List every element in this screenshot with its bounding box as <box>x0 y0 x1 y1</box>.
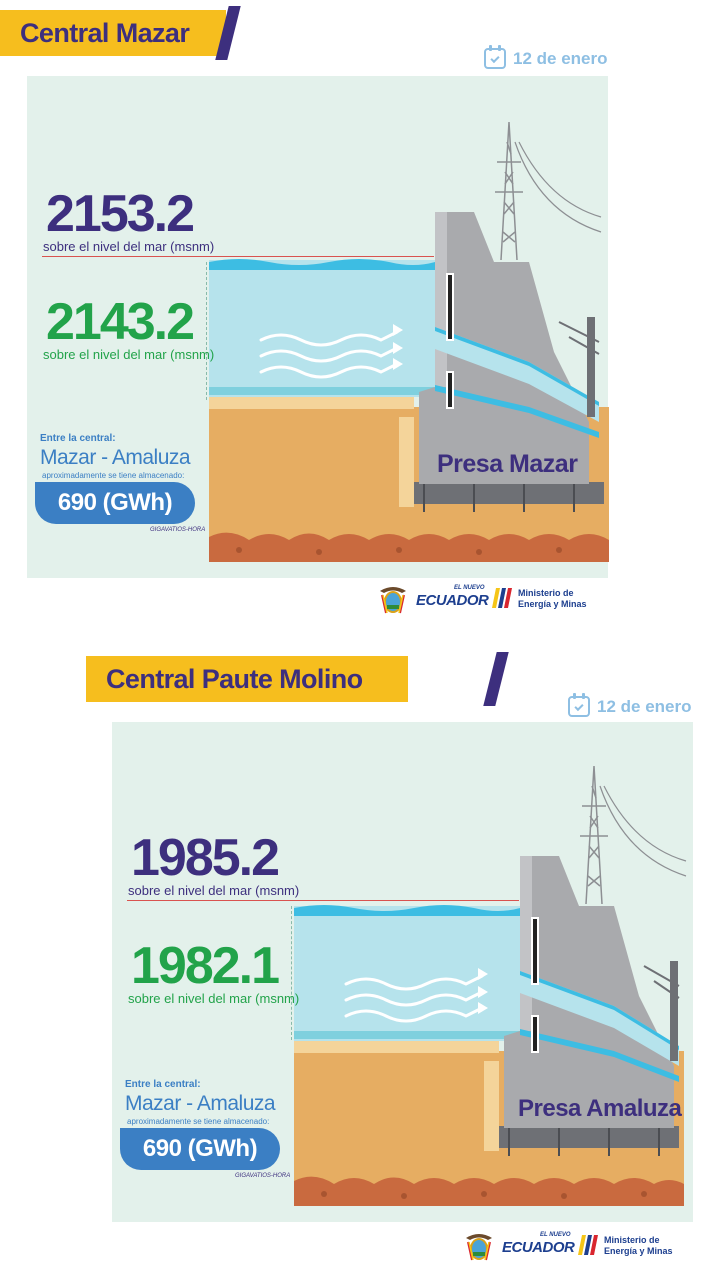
government-logo: EL NUEVO ECUADOR Ministerio de Energía y… <box>464 1230 684 1262</box>
lower-level-caption: sobre el nivel del mar (msnm) <box>128 991 300 1006</box>
reference-line <box>42 256 434 257</box>
section-central-paute-molino: Central Paute Molino 12 de enero <box>0 640 720 1280</box>
upper-level-caption: sobre el nivel del mar (msnm) <box>128 883 300 898</box>
storage-unit: GIGAVATIOS-HORA <box>150 527 206 533</box>
wordmark-name: ECUADOR <box>502 1239 575 1256</box>
lower-level-caption: sobre el nivel del mar (msnm) <box>43 347 215 362</box>
banner-accent <box>215 6 241 60</box>
title-banner: Central Mazar <box>0 6 241 60</box>
transmission-tower-icon <box>580 766 608 905</box>
storage-subtitle: aproximadamente se tiene almacenado: <box>127 1117 270 1126</box>
storage-name: Mazar - Amaluza <box>40 446 191 469</box>
dam-illustration: Presa Mazar <box>209 122 609 562</box>
level-range-marker <box>206 262 207 400</box>
dam-name: Presa Amaluza <box>518 1095 683 1122</box>
section-central-mazar: Central Mazar 12 de enero <box>0 6 609 615</box>
date-text: 12 de enero <box>513 48 608 68</box>
storage-label: Entre la central: <box>40 433 116 444</box>
storage-subtitle: aproximadamente se tiene almacenado: <box>42 471 185 480</box>
date-label: 12 de enero <box>568 693 692 717</box>
wordmark-small: EL NUEVO <box>454 585 485 591</box>
wordmark-small: EL NUEVO <box>540 1232 571 1238</box>
flag-stripes-icon <box>492 588 512 608</box>
wordmark-name: ECUADOR <box>416 592 489 609</box>
coat-of-arms-icon <box>380 587 406 614</box>
ecuador-wordmark: EL NUEVO ECUADOR <box>502 1231 598 1261</box>
level-range-marker <box>291 906 292 1040</box>
date-label: 12 de enero <box>484 45 608 69</box>
section-title: Central Paute Molino <box>106 663 363 694</box>
storage-unit: GIGAVATIOS-HORA <box>235 1173 291 1179</box>
flag-stripes-icon <box>578 1235 598 1255</box>
storage-value-badge: 690 (GWh) <box>120 1128 280 1170</box>
title-banner: Central Paute Molino <box>86 652 509 706</box>
banner-accent <box>483 652 509 706</box>
ecuador-wordmark: EL NUEVO ECUADOR <box>416 584 512 614</box>
calendar-icon <box>568 693 590 717</box>
storage-label: Entre la central: <box>125 1079 201 1090</box>
lower-level-value: 2143.2 <box>46 293 195 351</box>
upper-level-caption: sobre el nivel del mar (msnm) <box>43 239 215 254</box>
upper-level-value: 1985.2 <box>131 829 280 887</box>
transmission-tower-icon <box>495 122 523 261</box>
water-flow-arrows-icon <box>344 968 488 1023</box>
section-title: Central Mazar <box>20 17 190 48</box>
calendar-icon <box>484 45 506 69</box>
water-flow-arrows-icon <box>259 324 403 379</box>
coat-of-arms-icon <box>466 1234 492 1261</box>
reference-line <box>127 900 519 901</box>
dam-illustration: Presa Amaluza <box>294 766 687 1206</box>
dam-name: Presa Mazar <box>437 450 578 478</box>
storage-value-badge: 690 (GWh) <box>35 482 195 524</box>
upper-level-value: 2153.2 <box>46 185 195 243</box>
ministry-name: Ministerio de Energía y Minas <box>604 1235 673 1256</box>
government-logo: EL NUEVO ECUADOR Ministerio de Energía y… <box>378 583 598 615</box>
date-text: 12 de enero <box>597 696 692 716</box>
ministry-name: Ministerio de Energía y Minas <box>518 588 587 609</box>
lower-level-value: 1982.1 <box>131 937 280 995</box>
storage-name: Mazar - Amaluza <box>125 1092 276 1115</box>
